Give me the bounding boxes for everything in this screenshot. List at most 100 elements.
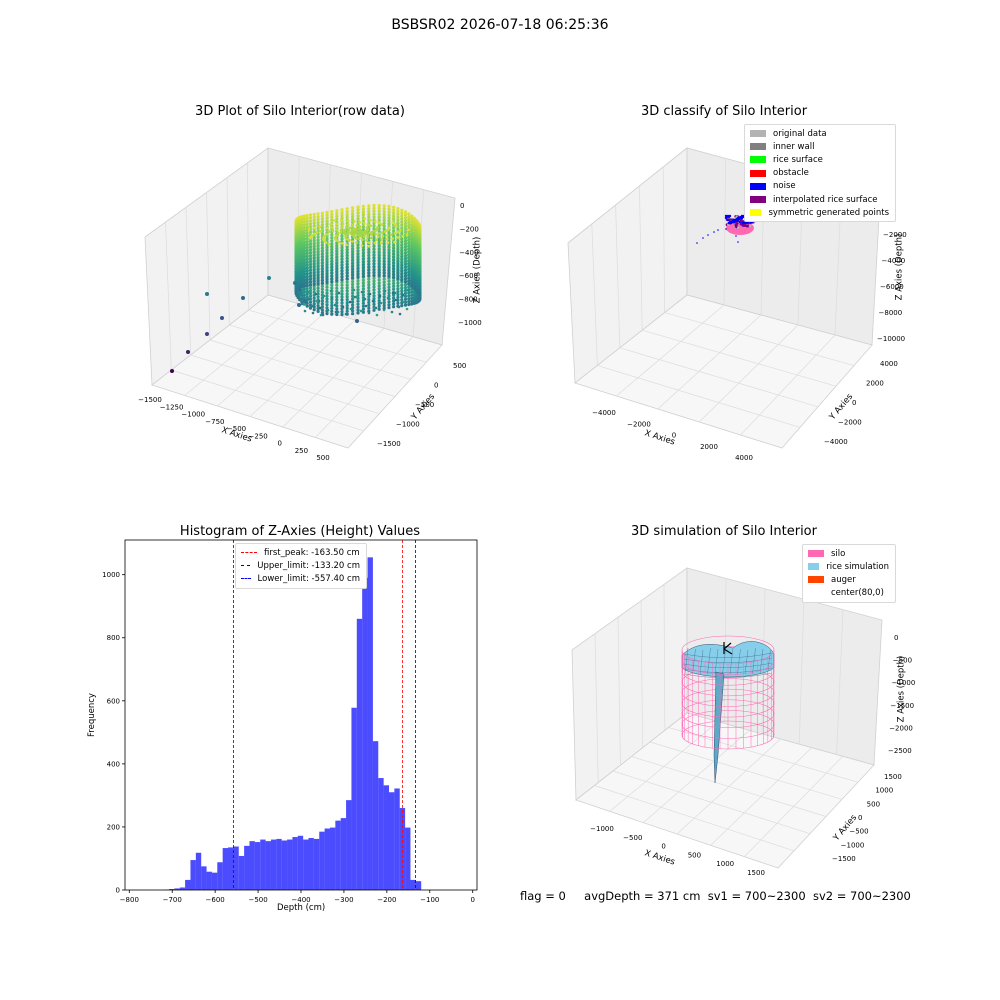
data-point <box>302 214 306 218</box>
data-point <box>330 292 334 296</box>
data-point <box>340 292 344 296</box>
data-point <box>351 276 355 280</box>
data-point <box>418 294 422 298</box>
histogram-bar <box>346 800 352 890</box>
data-point <box>392 249 396 253</box>
data-point <box>361 204 365 208</box>
data-point <box>330 218 334 222</box>
data-point <box>351 297 355 301</box>
data-point <box>351 244 355 248</box>
data-point <box>410 234 414 238</box>
grid-line <box>617 617 621 766</box>
data-point <box>365 239 368 242</box>
histogram-bar <box>399 808 406 890</box>
y-tick-label: 200 <box>107 823 120 831</box>
data-point <box>320 284 324 288</box>
data-point <box>302 243 306 247</box>
data-point <box>325 272 329 276</box>
data-point <box>374 232 377 236</box>
panel4-legend: silo rice simulation auger center(80,0) <box>802 544 896 603</box>
data-point <box>305 266 309 270</box>
histogram-bar <box>270 839 277 890</box>
data-point <box>392 296 396 300</box>
data-point <box>300 215 304 219</box>
data-point <box>382 242 386 246</box>
panel4-title: 3D simulation of Silo Interior <box>631 524 817 539</box>
data-point <box>308 291 313 296</box>
grid-line <box>609 721 719 812</box>
data-point <box>392 208 396 212</box>
data-point <box>407 264 411 268</box>
data-point <box>382 303 386 308</box>
data-point <box>407 302 411 307</box>
data-point <box>361 301 365 305</box>
data-point <box>402 300 406 304</box>
data-point <box>330 233 334 237</box>
panel3-histogram: −800 −700 −600 −500 −400 −300 −200 −100 0 0 200 40… <box>102 539 478 904</box>
data-point <box>403 222 408 226</box>
data-point <box>316 235 320 239</box>
x-tick-label: 0 <box>470 896 474 904</box>
data-point <box>400 243 404 247</box>
data-point <box>305 254 309 258</box>
data-point <box>312 215 316 219</box>
data-point <box>372 288 376 292</box>
data-point <box>305 272 309 276</box>
data-point <box>320 290 324 294</box>
tick-label: 0 <box>434 382 438 390</box>
data-point <box>407 244 411 248</box>
data-point <box>298 298 302 302</box>
data-point <box>396 271 400 275</box>
data-point <box>340 266 344 270</box>
data-point <box>345 277 349 281</box>
data-point <box>372 250 376 254</box>
data-point <box>351 261 355 265</box>
data-point <box>324 241 328 245</box>
grid-line <box>315 336 414 438</box>
surface-wire <box>714 648 719 675</box>
data-point <box>396 284 400 288</box>
tick-label: −2000 <box>889 724 913 732</box>
data-point <box>412 296 416 300</box>
data-point <box>312 253 316 257</box>
data-point <box>382 218 386 222</box>
data-point <box>372 306 376 310</box>
data-point <box>410 237 414 241</box>
data-point <box>387 210 391 214</box>
data-point <box>308 283 313 287</box>
data-point <box>396 218 400 222</box>
grid-line <box>619 347 819 408</box>
data-point <box>396 233 400 237</box>
data-point <box>396 301 400 305</box>
data-point <box>361 281 365 285</box>
noise-point <box>727 215 731 219</box>
data-point <box>392 305 396 309</box>
panel4-zlabel: Z Axies (Depth) <box>896 655 907 723</box>
data-point <box>340 312 344 317</box>
avg-depth-text: avgDepth = 371 cm <box>584 889 701 903</box>
data-point <box>340 263 344 267</box>
data-point <box>358 225 362 229</box>
data-point <box>382 210 386 214</box>
cluster-shadow <box>726 221 754 235</box>
outlier-point <box>220 316 224 320</box>
data-point <box>312 305 316 309</box>
data-point <box>392 246 396 250</box>
data-point <box>305 269 309 273</box>
surface-wire <box>759 648 764 675</box>
data-point <box>352 288 356 292</box>
data-point <box>400 266 404 271</box>
data-point <box>316 256 320 260</box>
data-point <box>330 271 334 275</box>
data-point <box>308 289 313 293</box>
data-point <box>316 218 320 222</box>
data-point <box>305 240 309 244</box>
data-point <box>345 210 349 214</box>
data-point <box>350 229 354 233</box>
data-point <box>335 252 339 256</box>
data-point <box>325 257 329 261</box>
data-point <box>353 229 356 233</box>
data-point <box>330 277 334 281</box>
data-point <box>361 257 365 261</box>
data-point <box>345 243 348 247</box>
